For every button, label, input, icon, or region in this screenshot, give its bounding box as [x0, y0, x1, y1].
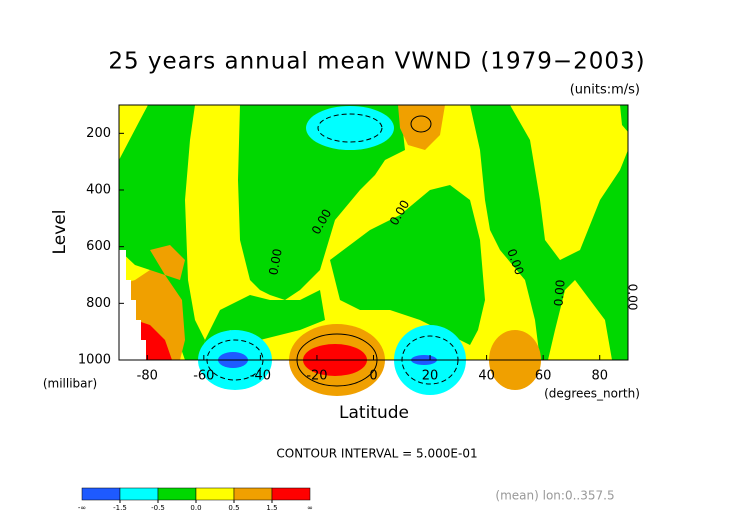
y-tick-label: 200	[86, 126, 111, 141]
colorbar-box	[81, 487, 121, 501]
x-tick-label: 0	[369, 369, 377, 384]
contour-region	[620, 105, 628, 132]
colorbar-end-label: -∞	[78, 504, 86, 512]
contour-region	[119, 105, 205, 360]
colorbar-box	[119, 487, 159, 501]
x-tick-label: -80	[137, 369, 158, 384]
colorbar-label: 0.5	[228, 504, 239, 512]
plot-area	[119, 105, 628, 396]
y-tick-label: 400	[86, 183, 111, 198]
contour-label: 0.00	[266, 248, 284, 277]
x-tick-label: 60	[535, 369, 552, 384]
footer: (mean) lon:0..357.5	[495, 489, 614, 503]
y-tick-label: 800	[86, 296, 111, 311]
x-tick-label: -40	[250, 369, 271, 384]
contour-region	[306, 106, 394, 150]
colorbar-box	[195, 487, 235, 501]
contour-region	[200, 290, 325, 360]
contour-label: 0.00	[551, 279, 567, 307]
contour-region	[470, 105, 628, 360]
contour-region	[398, 105, 445, 150]
x-tick-label: 80	[591, 369, 608, 384]
colorbar-label: 1.5	[266, 504, 277, 512]
contour-region	[330, 185, 485, 345]
colorbar-label: -0.5	[151, 504, 165, 512]
x-tick-label: 20	[422, 369, 439, 384]
colorbar-label: 0.0	[190, 504, 201, 512]
contour-line	[317, 113, 383, 143]
contour-interval: CONTOUR INTERVAL = 5.000E-01	[276, 447, 477, 461]
x-tick-label: -20	[306, 369, 327, 384]
colorbar-end-label: ∞	[307, 504, 313, 512]
contour-region	[238, 105, 405, 300]
x-tick-label: -60	[193, 369, 214, 384]
colorbar-label: -1.5	[113, 504, 127, 512]
missing-region	[119, 250, 146, 360]
y-tick-label: 1000	[78, 353, 111, 368]
colorbar-box	[233, 487, 273, 501]
x-units-label: (degrees_north)	[544, 387, 640, 401]
contour-label: 0.00	[626, 284, 640, 311]
contour-region	[150, 245, 185, 280]
colorbar-box	[271, 487, 311, 501]
chart-title: 25 years annual mean VWND (1979−2003)	[108, 49, 645, 75]
x-tick-label: 40	[478, 369, 495, 384]
colorbar-box	[157, 487, 197, 501]
contour-line	[410, 115, 432, 133]
y-tick-label: 600	[86, 239, 111, 254]
units-label: (units:m/s)	[570, 83, 640, 98]
y-units-label: (millibar)	[43, 377, 97, 391]
colorbar: -1.5 -0.5 0.0 0.5 1.5 -∞ ∞	[78, 487, 313, 512]
y-axis-label: Level	[50, 210, 70, 255]
x-axis-label: Latitude	[339, 403, 409, 423]
